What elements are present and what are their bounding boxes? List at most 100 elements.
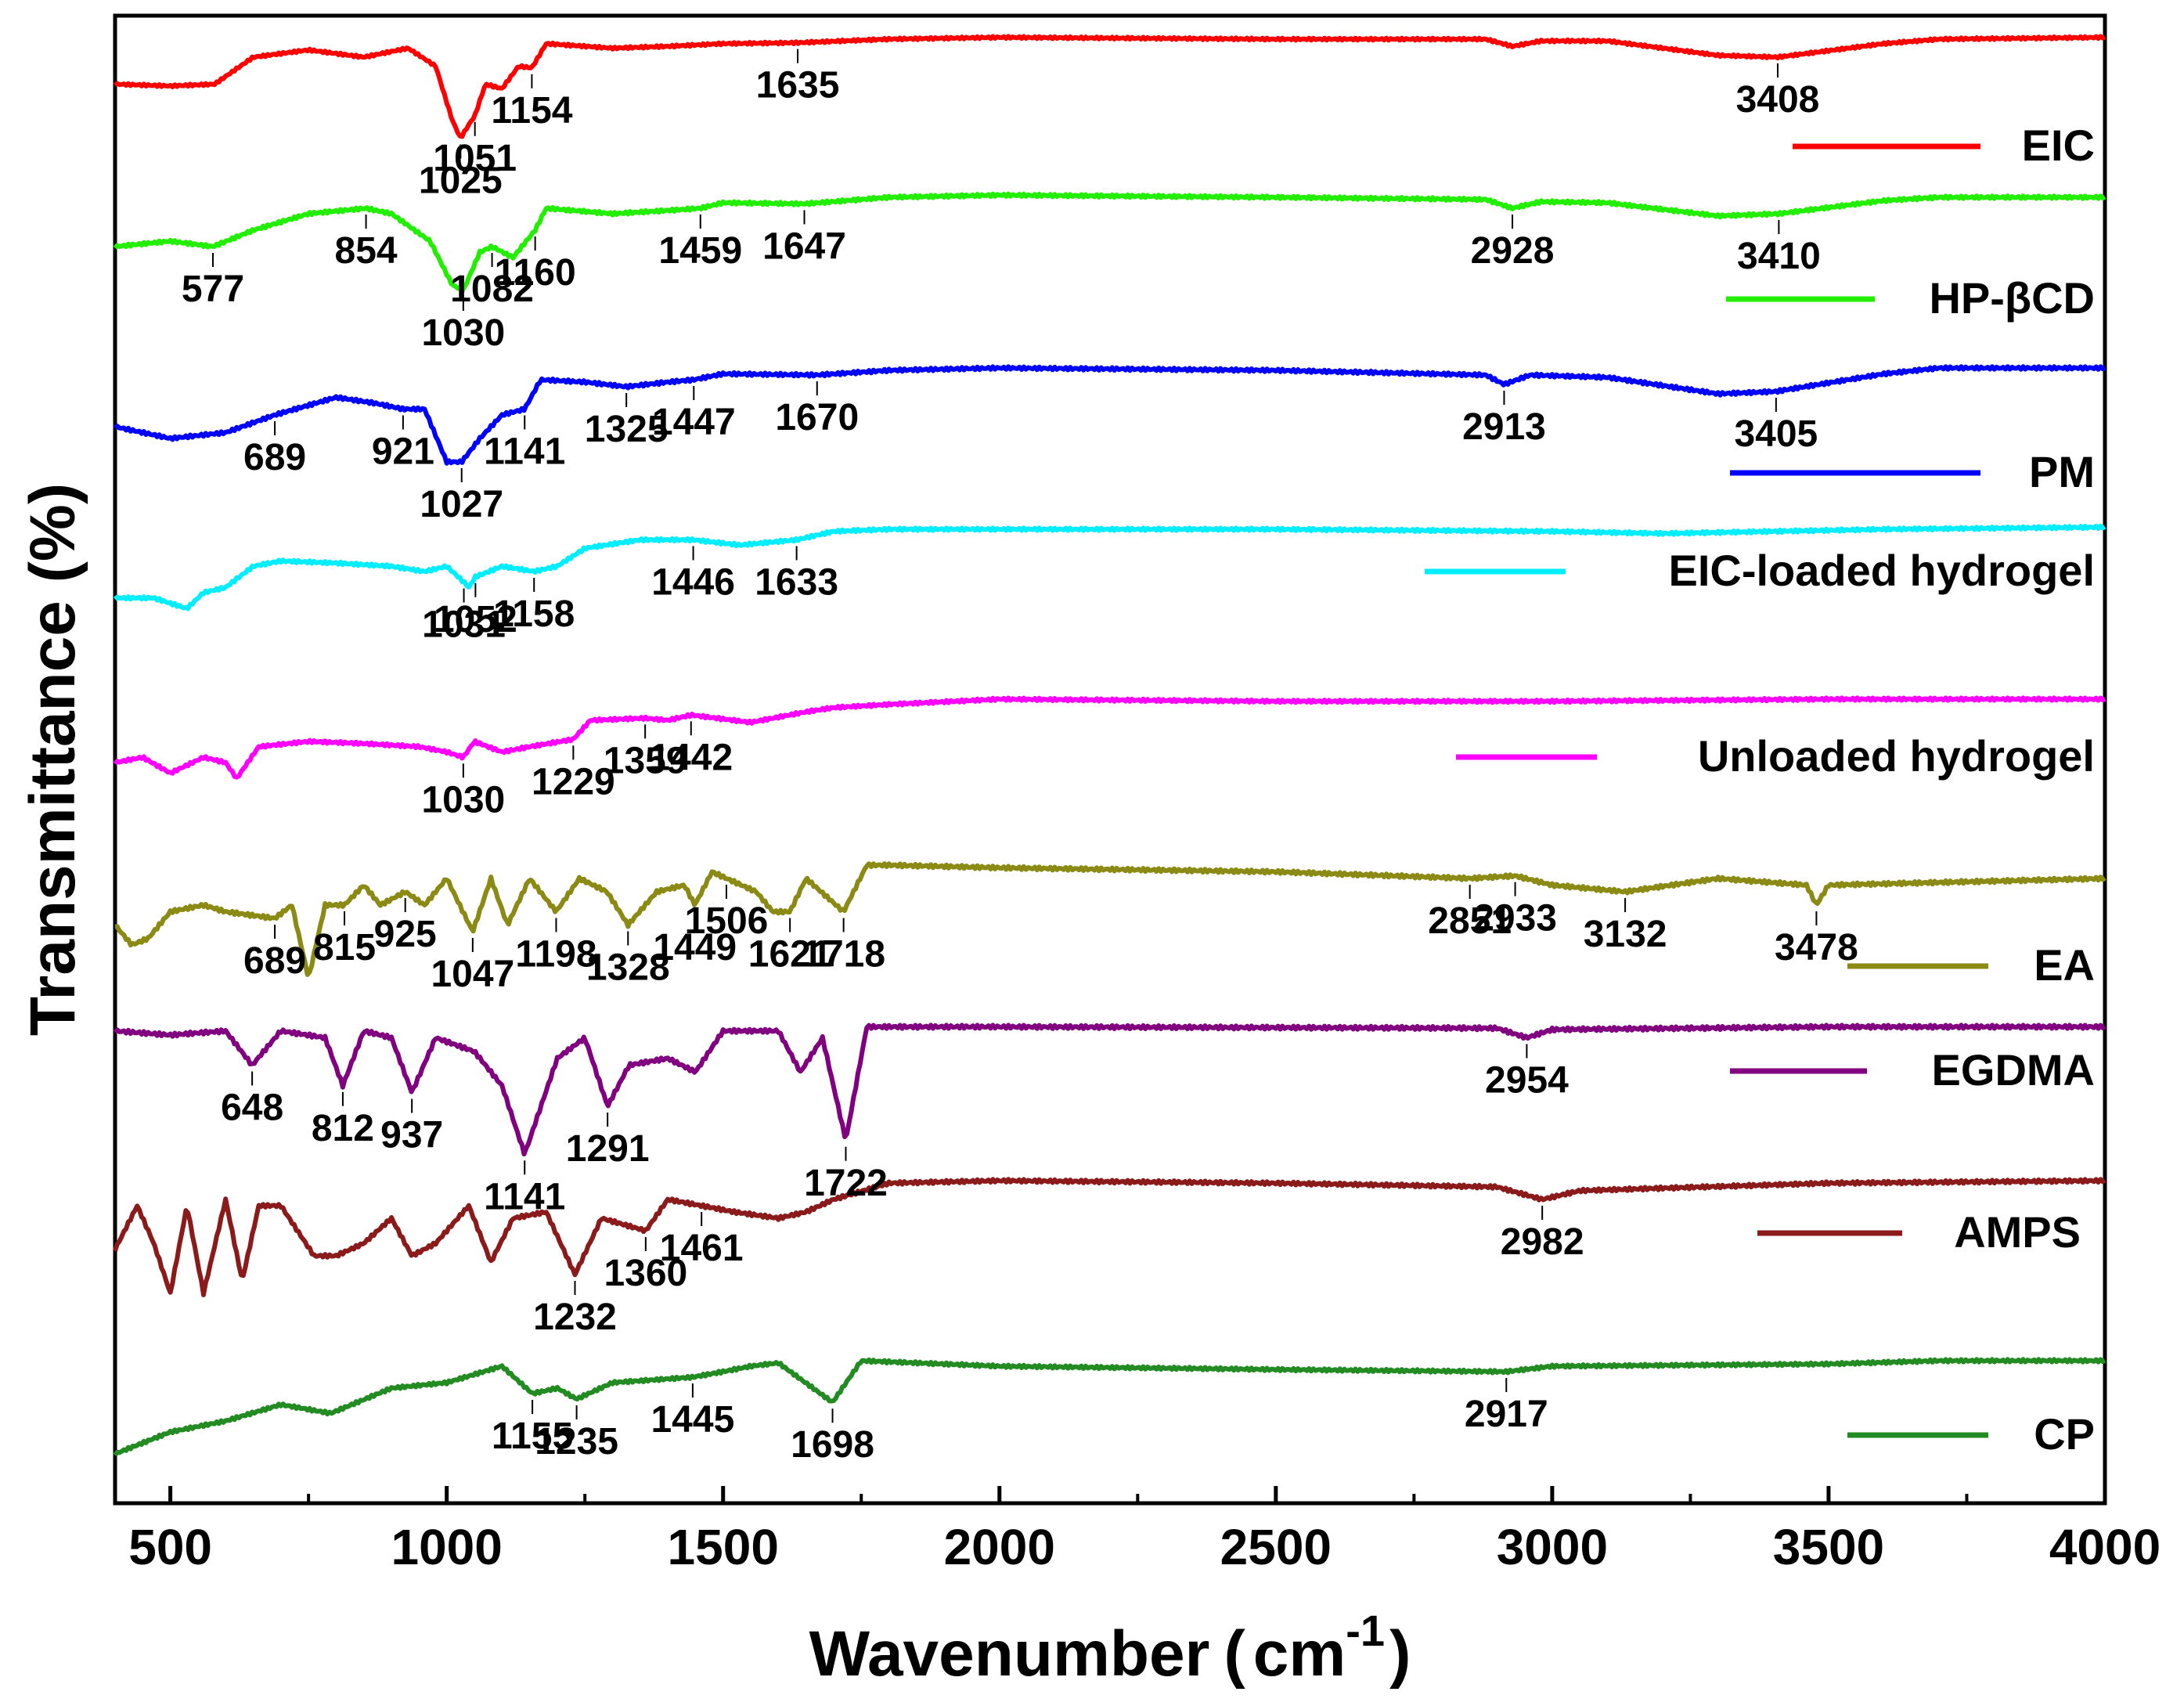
peak-label: 1198 (515, 934, 596, 976)
peak-label: 921 (372, 431, 434, 473)
x-tick-label: 2500 (1220, 1519, 1332, 1575)
peak-label: 577 (182, 269, 244, 310)
peak-label: 1670 (775, 397, 859, 438)
peak-label: 3405 (1734, 413, 1818, 455)
peak-label: 1160 (495, 252, 576, 294)
series-line-0 (114, 34, 2107, 139)
x-tick-label: 2000 (944, 1519, 1055, 1575)
legend-label: CP (2034, 1409, 2095, 1459)
legend-label: PM (2029, 447, 2095, 496)
x-tick-label: 500 (128, 1519, 212, 1575)
peak-label: 1459 (658, 230, 742, 272)
peak-label: 1328 (586, 947, 670, 989)
peak-label: 2851 (1428, 900, 1512, 942)
peak-label: 1442 (649, 737, 733, 778)
peak-label: 1232 (533, 1297, 617, 1338)
x-axis-title-main: Wavenumber (809, 1618, 1210, 1690)
peak-label: 1030 (421, 779, 505, 821)
peak-label: 689 (243, 940, 306, 982)
peak-label: 689 (243, 437, 306, 478)
series-line-8 (113, 1357, 2107, 1457)
peak-label: 854 (335, 230, 398, 272)
peak-label: 1155 (492, 1416, 573, 1457)
peak-label: 1030 (421, 312, 505, 354)
series-line-5 (114, 861, 2107, 977)
peak-label: 937 (380, 1115, 443, 1156)
peak-label: 1082 (450, 269, 534, 310)
peak-label: 3132 (1584, 914, 1667, 955)
peak-label: 2913 (1462, 406, 1546, 448)
x-tick-label: 3500 (1773, 1519, 1884, 1575)
peak-label: 1360 (604, 1253, 687, 1294)
peak-label: 3408 (1736, 79, 1820, 121)
legend-label: EIC-loaded hydrogel (1669, 546, 2096, 595)
peak-label: 2917 (1465, 1394, 1548, 1435)
legend: EIC HP-βCD PM EIC-loaded hydrogel Unloaded h… (1425, 121, 2095, 1459)
peak-label: 815 (313, 927, 376, 968)
peak-label: 3410 (1737, 236, 1821, 277)
x-axis-title-open-paren: ( (1224, 1618, 1245, 1690)
series-line-1 (113, 191, 2107, 294)
peak-label: 1291 (566, 1128, 650, 1170)
peak-label: 1025 (419, 161, 503, 202)
peak-label: 1359 (604, 740, 687, 781)
series-layer (113, 34, 2107, 1457)
x-axis-title-close-paren: ) (1389, 1618, 1411, 1690)
legend-label: EIC (2022, 121, 2095, 170)
peak-label: 1158 (493, 593, 575, 635)
peak-label: 2933 (1473, 898, 1557, 940)
x-tick-label: 1000 (391, 1519, 502, 1575)
peak-label: 1449 (653, 927, 737, 968)
peak-label: 3478 (1775, 927, 1858, 968)
peak-label: 1647 (762, 225, 846, 267)
y-axis-title: Transmittance (%) (17, 483, 88, 1036)
peak-label: 1722 (804, 1163, 888, 1204)
peak-label: 1052 (434, 599, 517, 640)
x-tick-label: 3000 (1497, 1519, 1608, 1575)
series-line-2 (114, 364, 2107, 466)
peak-label: 1051 (433, 138, 517, 179)
peak-label: 1506 (685, 900, 769, 942)
legend-label: HP-βCD (1929, 273, 2095, 323)
x-axis: 500 1000 1500 2000 2500 3000 3500 4000 (128, 1486, 2161, 1575)
peak-label: 1461 (660, 1228, 744, 1269)
peak-label: 1447 (652, 402, 736, 443)
legend-label: AMPS (1954, 1207, 2081, 1257)
peak-label: 1621 (748, 934, 832, 976)
legend-label: Unloaded hydrogel (1698, 731, 2095, 781)
peak-label: 1141 (484, 1176, 565, 1217)
peak-label: 1698 (791, 1424, 874, 1466)
x-tick-label: 1500 (668, 1519, 779, 1575)
peak-label: 1141 (484, 431, 565, 473)
peak-label: 1235 (535, 1421, 618, 1463)
peak-label: 1325 (585, 409, 669, 450)
series-line-7 (113, 1177, 2107, 1297)
series-line-4 (113, 695, 2107, 780)
peak-label: 648 (221, 1087, 283, 1129)
peak-label: 925 (374, 914, 437, 955)
peak-label: 2928 (1471, 230, 1555, 272)
peak-label: 1031 (422, 604, 506, 646)
x-axis-title-unit-exp: -1 (1346, 1606, 1385, 1655)
peak-label: 1229 (532, 761, 615, 803)
series-line-3 (113, 523, 2107, 611)
peak-label: 1445 (651, 1399, 734, 1441)
plot-frame (113, 13, 2107, 1506)
peak-label: 1718 (802, 934, 885, 976)
peak-label: 1154 (491, 90, 572, 132)
legend-label: EGDMA (1932, 1045, 2095, 1095)
peak-label: 1446 (651, 562, 735, 604)
series-line-6 (113, 1023, 2107, 1157)
peak-label: 1635 (756, 65, 840, 106)
peak-label: 2982 (1501, 1221, 1584, 1263)
x-tick-label: 4000 (2049, 1519, 2161, 1575)
peak-label: 2954 (1485, 1060, 1569, 1102)
legend-label: EA (2034, 940, 2095, 990)
peak-label: 1047 (431, 954, 514, 995)
peak-label: 1027 (420, 484, 503, 525)
peak-label: 812 (312, 1108, 374, 1149)
x-axis-title-unit: cm (1253, 1618, 1346, 1690)
x-axis-title: Wavenumber(cm-1) (809, 1606, 1411, 1690)
